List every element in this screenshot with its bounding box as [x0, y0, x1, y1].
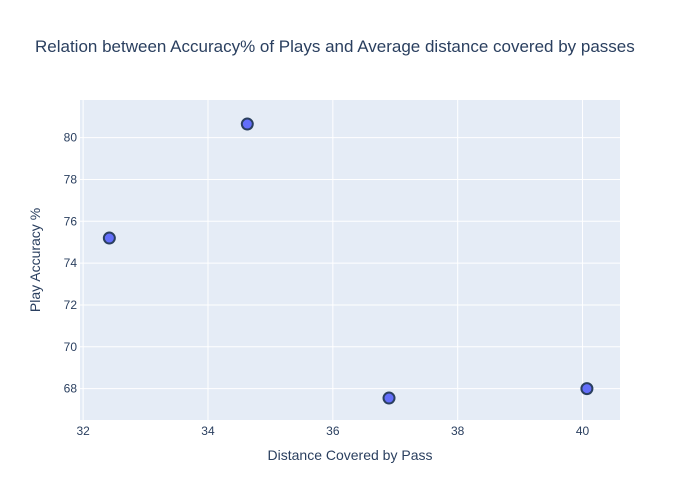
y-tick-label: 78	[64, 172, 78, 186]
x-tick-label: 38	[451, 424, 465, 438]
x-tick-label: 34	[201, 424, 215, 438]
y-tick-label: 70	[64, 340, 78, 354]
y-tick-label: 80	[64, 131, 78, 145]
x-axis-ticks: 32 34 36 38 40	[76, 424, 589, 438]
data-point[interactable]	[382, 391, 396, 405]
x-tick-label: 36	[326, 424, 340, 438]
x-axis-title: Distance Covered by Pass	[268, 447, 433, 463]
y-axis-title: Play Accuracy %	[27, 208, 43, 312]
plot-area	[80, 100, 620, 420]
x-tick-label: 32	[76, 424, 90, 438]
chart-title: Relation between Accuracy% of Plays and …	[35, 37, 635, 56]
data-point[interactable]	[240, 117, 254, 131]
y-tick-label: 68	[64, 382, 78, 396]
data-point[interactable]	[580, 382, 594, 396]
y-axis-ticks: 68 70 72 74 76 78 80	[64, 131, 78, 396]
data-point[interactable]	[102, 231, 116, 245]
chart-title-group: Relation between Accuracy% of Plays and …	[35, 37, 635, 56]
y-tick-label: 72	[64, 298, 78, 312]
y-tick-label: 74	[64, 256, 78, 270]
data-points	[102, 117, 594, 405]
y-tick-label: 76	[64, 214, 78, 228]
x-tick-label: 40	[576, 424, 590, 438]
grid-lines	[80, 100, 620, 420]
